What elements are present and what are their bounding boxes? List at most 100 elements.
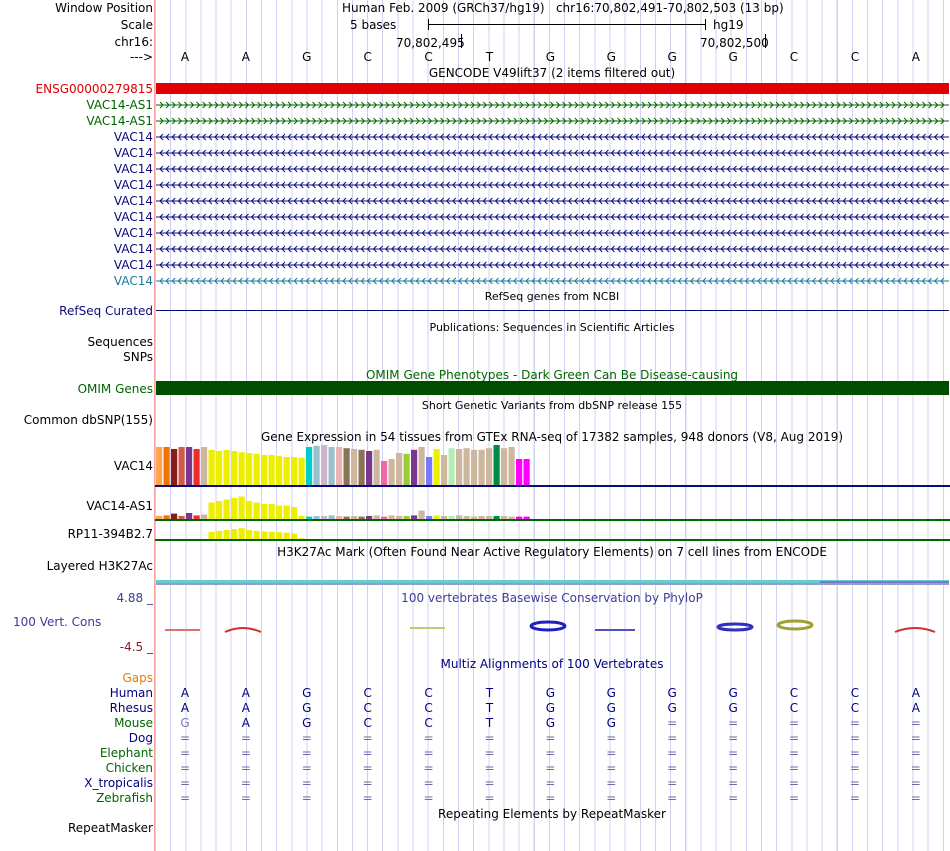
publications-snps-label[interactable]: SNPs bbox=[123, 350, 153, 364]
base-5: T bbox=[485, 50, 494, 64]
multiz-species-label[interactable]: Human bbox=[109, 686, 153, 700]
gencode-item-label[interactable]: VAC14 bbox=[113, 226, 153, 240]
conservation-logo bbox=[165, 619, 936, 633]
gencode-item-label[interactable]: VAC14-AS1 bbox=[86, 114, 153, 128]
gencode-track-title[interactable]: GENCODE V49lift37 (2 items filtered out) bbox=[428, 66, 676, 80]
gtex-vac14-as1-bar bbox=[396, 516, 403, 519]
h3k27ac-track-label[interactable]: Layered H3K27Ac bbox=[46, 559, 153, 573]
multiz-species-label[interactable]: Chicken bbox=[105, 761, 153, 775]
gtex-vac14-as1-bar bbox=[193, 515, 200, 519]
multiz-species-label[interactable]: X_tropicalis bbox=[84, 776, 153, 790]
multiz-base: G bbox=[728, 701, 738, 715]
gtex-vac14-as1-bar bbox=[216, 501, 223, 519]
multiz-species-label[interactable]: Dog bbox=[128, 731, 153, 745]
gencode-item-label[interactable]: VAC14 bbox=[113, 146, 153, 160]
publications-track-title[interactable]: Publications: Sequences in Scientific Ar… bbox=[429, 321, 675, 334]
multiz-base: C bbox=[424, 686, 433, 700]
multiz-species-label[interactable]: Mouse bbox=[114, 716, 153, 730]
gtex-vac14-bar bbox=[471, 449, 478, 485]
conservation-track-title[interactable]: 100 vertebrates Basewise Conservation by… bbox=[401, 591, 703, 605]
gtex-vac14-bar bbox=[433, 449, 440, 485]
gencode-item-label[interactable]: VAC14 bbox=[113, 162, 153, 176]
gtex-gene-label-vac14[interactable]: VAC14 bbox=[113, 459, 153, 473]
gtex-gene-label-rp11[interactable]: RP11-394B2.7 bbox=[67, 527, 153, 541]
gencode-item-label[interactable]: VAC14 bbox=[113, 130, 153, 144]
dbsnp-track-title[interactable]: Short Genetic Variants from dbSNP releas… bbox=[421, 399, 683, 412]
gtex-vac14-bar bbox=[448, 448, 455, 485]
gtex-vac14-bar bbox=[328, 447, 335, 485]
scale-text: 5 bases bbox=[350, 18, 397, 32]
refseq-track-title[interactable]: RefSeq genes from NCBI bbox=[484, 290, 620, 303]
multiz-base: = bbox=[849, 791, 860, 805]
gtex-vac14-as1-bar bbox=[501, 516, 508, 519]
gtex-vac14-as1-bar bbox=[358, 516, 365, 519]
gencode-reverse-strand-line[interactable] bbox=[156, 148, 949, 158]
gencode-reverse-strand-line[interactable] bbox=[156, 196, 949, 206]
gencode-item-label[interactable]: VAC14 bbox=[113, 258, 153, 272]
coord-left: 70,802,495 bbox=[396, 36, 465, 50]
multiz-base: = bbox=[362, 791, 373, 805]
gencode-item-label[interactable]: VAC14-AS1 bbox=[86, 98, 153, 112]
omim-track-title[interactable]: OMIM Gene Phenotypes - Dark Green Can Be… bbox=[365, 368, 739, 382]
gtex-gene-label-vac14-as1[interactable]: VAC14-AS1 bbox=[86, 499, 153, 513]
gtex-track-title[interactable]: Gene Expression in 54 tissues from GTEx … bbox=[260, 430, 844, 444]
gencode-item-label[interactable]: VAC14 bbox=[113, 210, 153, 224]
gencode-item-label[interactable]: VAC14 bbox=[113, 242, 153, 256]
gencode-reverse-strand-line[interactable] bbox=[156, 180, 949, 190]
refseq-track-label[interactable]: RefSeq Curated bbox=[59, 304, 153, 318]
gencode-reverse-strand-line[interactable] bbox=[156, 164, 949, 174]
gencode-reverse-strand-line[interactable] bbox=[156, 260, 949, 270]
base-9: G bbox=[728, 50, 738, 64]
gencode-reverse-strand-line[interactable] bbox=[156, 212, 949, 222]
gencode-reverse-strand-line[interactable] bbox=[156, 132, 949, 142]
gtex-axis-line bbox=[155, 539, 950, 541]
multiz-base: G bbox=[302, 686, 312, 700]
scale-bar bbox=[428, 24, 706, 25]
gtex-vac14-bar bbox=[276, 456, 283, 485]
multiz-base: C bbox=[363, 686, 372, 700]
gtex-vac14-bar bbox=[298, 457, 305, 485]
gtex-vac14-bar bbox=[291, 457, 298, 485]
gencode-item-label[interactable]: VAC14 bbox=[113, 274, 153, 288]
multiz-base: = bbox=[728, 791, 739, 805]
multiz-base: = bbox=[788, 716, 800, 730]
window-position-value[interactable]: Human Feb. 2009 (GRCh37/hg19) chr16:70,8… bbox=[342, 1, 784, 15]
multiz-base: = bbox=[606, 746, 617, 760]
conservation-track-label[interactable]: 100 Vert. Cons bbox=[13, 615, 102, 629]
gencode-forward-strand-line[interactable] bbox=[156, 116, 949, 126]
gtex-vac14-bar bbox=[418, 447, 425, 485]
repeatmasker-track-label[interactable]: RepeatMasker bbox=[67, 821, 153, 835]
omim-track-label[interactable]: OMIM Genes bbox=[77, 382, 153, 396]
multiz-base: G bbox=[545, 716, 556, 730]
repeatmasker-track-title[interactable]: Repeating Elements by RepeatMasker bbox=[438, 807, 666, 821]
gtex-bar-chart[interactable] bbox=[155, 443, 950, 541]
gtex-vac14-as1-bar bbox=[231, 498, 238, 519]
multiz-base: = bbox=[301, 746, 312, 760]
gencode-reverse-strand-line[interactable] bbox=[156, 228, 949, 238]
dbsnp-track-label[interactable]: Common dbSNP(155) bbox=[23, 413, 153, 427]
gencode-item-label[interactable]: VAC14 bbox=[113, 178, 153, 192]
gtex-vac14-bar bbox=[516, 459, 523, 485]
multiz-base: = bbox=[728, 776, 739, 790]
gencode-item-label[interactable]: ENSG00000279815 bbox=[35, 82, 153, 96]
conservation-max-label: 4.88 _ bbox=[116, 591, 153, 605]
gencode-forward-strand-line[interactable] bbox=[156, 100, 949, 110]
gtex-vac14-as1-bar bbox=[433, 515, 440, 519]
omim-feature-bar[interactable] bbox=[156, 381, 949, 395]
multiz-base: = bbox=[423, 746, 434, 760]
multiz-track-title[interactable]: Multiz Alignments of 100 Vertebrates bbox=[440, 657, 664, 671]
gencode-feature-bar[interactable] bbox=[156, 83, 949, 94]
gencode-reverse-strand-line[interactable] bbox=[156, 276, 949, 286]
publications-sequences-label[interactable]: Sequences bbox=[87, 335, 153, 349]
gtex-vac14-as1-bar bbox=[268, 504, 275, 519]
multiz-species-label[interactable]: Elephant bbox=[99, 746, 153, 760]
base-8: G bbox=[667, 50, 677, 64]
multiz-species-label[interactable]: Rhesus bbox=[109, 701, 153, 715]
h3k27ac-track-title[interactable]: H3K27Ac Mark (Often Found Near Active Re… bbox=[277, 545, 827, 559]
multiz-species-label[interactable]: Zebrafish bbox=[96, 791, 153, 805]
multiz-base: C bbox=[789, 686, 799, 700]
gencode-reverse-strand-line[interactable] bbox=[156, 244, 949, 254]
gencode-item-label[interactable]: VAC14 bbox=[113, 194, 153, 208]
gtex-vac14-bar bbox=[231, 451, 238, 485]
gtex-vac14-as1-bar bbox=[156, 516, 163, 519]
